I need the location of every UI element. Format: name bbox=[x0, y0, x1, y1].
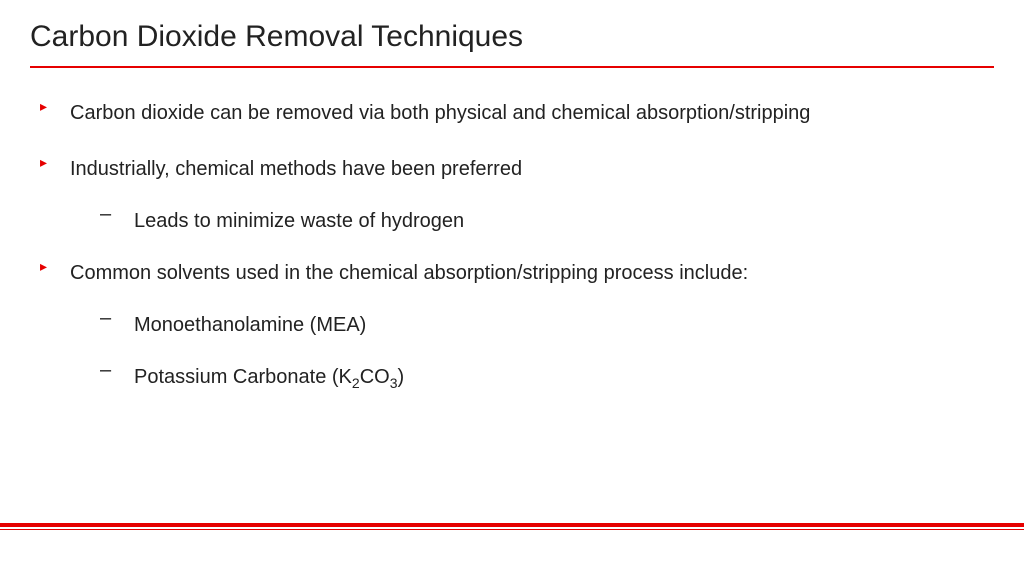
chem-prefix: Potassium Carbonate (K bbox=[134, 366, 352, 388]
sub-bullet-text: Leads to minimize waste of hydrogen bbox=[134, 200, 464, 242]
sub-bullet-text: Monoethanolamine (MEA) bbox=[134, 304, 366, 346]
content-area: ▸ Carbon dioxide can be removed via both… bbox=[30, 92, 994, 398]
bullet-item: ▸ Industrially, chemical methods have be… bbox=[30, 148, 994, 190]
title-underline bbox=[30, 66, 994, 68]
sub-bullet-item: – Leads to minimize waste of hydrogen bbox=[30, 200, 994, 242]
triangle-bullet-icon: ▸ bbox=[30, 92, 70, 120]
footer-accent-bar bbox=[0, 523, 1024, 530]
dash-bullet-icon: – bbox=[100, 356, 134, 384]
bullet-text: Carbon dioxide can be removed via both p… bbox=[70, 92, 810, 134]
dash-bullet-icon: – bbox=[100, 304, 134, 332]
dash-bullet-icon: – bbox=[100, 200, 134, 228]
triangle-bullet-icon: ▸ bbox=[30, 148, 70, 176]
slide: Carbon Dioxide Removal Techniques ▸ Carb… bbox=[0, 0, 1024, 576]
chem-subscript: 2 bbox=[352, 375, 360, 391]
sub-bullet-item: – Monoethanolamine (MEA) bbox=[30, 304, 994, 346]
bullet-item: ▸ Carbon dioxide can be removed via both… bbox=[30, 92, 994, 134]
bullet-text: Industrially, chemical methods have been… bbox=[70, 148, 522, 190]
footer-line-thin bbox=[0, 529, 1024, 530]
slide-title: Carbon Dioxide Removal Techniques bbox=[30, 20, 523, 54]
bullet-item: ▸ Common solvents used in the chemical a… bbox=[30, 252, 994, 294]
footer-line-thick bbox=[0, 523, 1024, 527]
bullet-text: Common solvents used in the chemical abs… bbox=[70, 252, 748, 294]
chem-suffix: ) bbox=[397, 366, 404, 388]
chem-mid: CO bbox=[360, 366, 390, 388]
sub-bullet-text-chemical: Potassium Carbonate (K2CO3) bbox=[134, 356, 404, 398]
sub-bullet-item: – Potassium Carbonate (K2CO3) bbox=[30, 356, 994, 398]
triangle-bullet-icon: ▸ bbox=[30, 252, 70, 280]
